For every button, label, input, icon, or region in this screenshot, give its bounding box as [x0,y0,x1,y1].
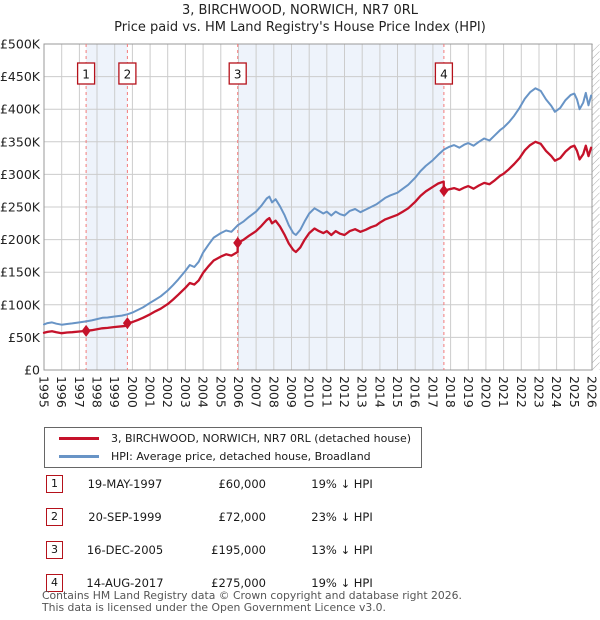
sale-1-price: £60,000 [218,477,266,491]
svg-text:1995: 1995 [37,376,52,408]
svg-text:£400K: £400K [0,102,41,117]
sale-1-marker-badge: 1 [46,475,63,493]
sale-row-4: 4 14-AUG-2017 £275,000 19% ↓ HPI [44,574,564,594]
svg-text:£450K: £450K [0,69,41,84]
sale-2-price: £72,000 [218,510,266,524]
svg-text:2026: 2026 [585,376,600,408]
sale-marker-3 [233,236,243,249]
svg-text:1: 1 [82,68,90,82]
svg-text:4: 4 [440,68,448,82]
svg-text:2025: 2025 [567,376,582,408]
svg-text:2016: 2016 [408,376,423,408]
sale-row-1: 1 19-MAY-1997 £60,000 19% ↓ HPI [44,475,564,495]
svg-text:£100K: £100K [0,297,41,312]
hpi-line-swatch [59,455,99,458]
svg-text:2006: 2006 [231,376,246,408]
svg-text:1997: 1997 [72,376,87,408]
svg-text:2010: 2010 [302,376,317,408]
legend-item-property: 3, BIRCHWOOD, NORWICH, NR7 0RL (detached… [45,430,421,448]
svg-text:2017: 2017 [425,376,440,408]
sale-4-marker-badge: 4 [46,574,63,592]
license-line-2: This data is licensed under the Open Gov… [42,600,386,614]
sale-3-price: £195,000 [211,543,266,557]
svg-text:2014: 2014 [372,376,387,408]
svg-text:£200K: £200K [0,232,41,247]
svg-text:£350K: £350K [0,134,41,149]
svg-text:2023: 2023 [532,376,547,408]
legend-item-hpi: HPI: Average price, detached house, Broa… [45,448,421,466]
license-line-1: Contains HM Land Registry data © Crown c… [42,589,462,602]
chart-legend: 3, BIRCHWOOD, NORWICH, NR7 0RL (detached… [44,427,422,468]
property-line-swatch [59,437,99,440]
sale-marker-2 [122,317,132,330]
sale-marker-1 [81,324,91,337]
svg-text:2005: 2005 [213,376,228,408]
svg-text:2012: 2012 [337,376,352,408]
svg-text:2007: 2007 [249,376,264,408]
page-subtitle: Price paid vs. HM Land Registry's House … [114,20,486,35]
svg-text:1999: 1999 [107,376,122,408]
svg-text:2000: 2000 [125,376,140,408]
svg-text:2003: 2003 [178,376,193,408]
svg-text:2013: 2013 [355,376,370,408]
svg-text:2018: 2018 [443,376,458,408]
svg-text:2015: 2015 [390,376,405,408]
sale-3-vs-hpi: 13% ↓ HPI [311,543,373,557]
svg-text:£300K: £300K [0,167,41,182]
svg-text:£500K: £500K [0,37,41,52]
svg-text:2019: 2019 [461,376,476,408]
license-note: Contains HM Land Registry data © Crown c… [42,590,598,613]
price-chart: 1 2 3 4 £0 £50K £100K £150K £200K £250K £300K £350K… [0,37,600,408]
sale-2-date: 20-SEP-1999 [88,510,162,524]
svg-text:2020: 2020 [478,376,493,408]
svg-text:2009: 2009 [284,376,299,408]
sale-marker-4 [439,184,449,197]
svg-text:2008: 2008 [266,376,281,408]
svg-text:£0: £0 [24,363,40,378]
sale-row-2: 2 20-SEP-1999 £72,000 23% ↓ HPI [44,508,564,528]
legend-label-hpi: HPI: Average price, detached house, Broa… [111,450,371,463]
sale-3-marker-badge: 3 [46,541,63,559]
svg-text:2011: 2011 [319,376,334,408]
svg-text:2004: 2004 [196,376,211,408]
svg-text:£150K: £150K [0,265,41,280]
sale-2-vs-hpi: 23% ↓ HPI [311,510,373,524]
legend-label-property: 3, BIRCHWOOD, NORWICH, NR7 0RL (detached… [111,432,412,445]
sale-4-vs-hpi: 19% ↓ HPI [311,576,373,590]
svg-text:£250K: £250K [0,200,41,215]
sale-1-date: 19-MAY-1997 [87,477,163,491]
sale-1-vs-hpi: 19% ↓ HPI [311,477,373,491]
svg-text:2: 2 [124,68,132,82]
svg-text:2022: 2022 [514,376,529,408]
page-title: 3, BIRCHWOOD, NORWICH, NR7 0RL [181,3,419,18]
svg-text:1998: 1998 [90,376,105,408]
sale-4-date: 14-AUG-2017 [86,576,164,590]
sale-3-date: 16-DEC-2005 [86,543,164,557]
svg-text:2002: 2002 [160,376,175,408]
sale-row-3: 3 16-DEC-2005 £195,000 13% ↓ HPI [44,541,564,561]
svg-text:2024: 2024 [549,376,564,408]
svg-text:£50K: £50K [8,330,41,345]
svg-text:3: 3 [234,68,242,82]
svg-text:2001: 2001 [143,376,158,408]
sale-4-price: £275,000 [211,576,266,590]
sale-2-marker-badge: 2 [46,508,63,526]
svg-text:1996: 1996 [54,376,69,408]
svg-text:2021: 2021 [496,376,511,408]
